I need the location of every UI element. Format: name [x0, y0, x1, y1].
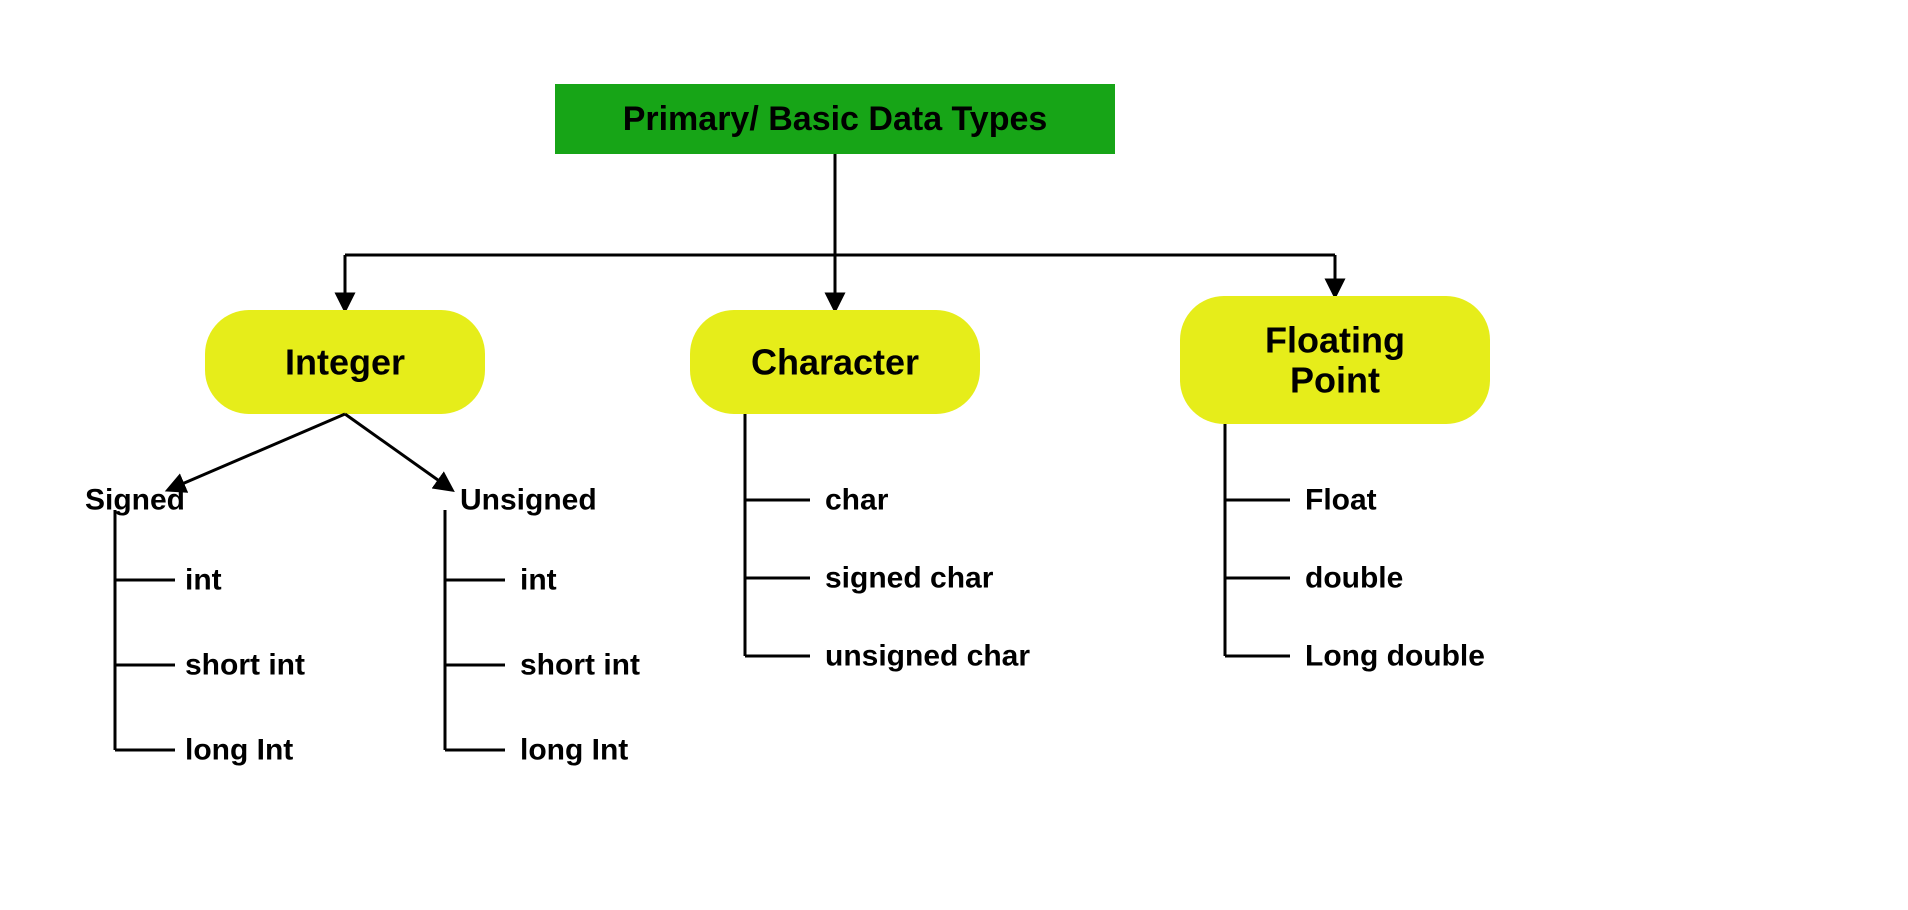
list-item-floating-0: Float	[1305, 484, 1377, 517]
list-item-character-1: signed char	[825, 562, 994, 595]
category-label-integer: Integer	[285, 342, 405, 383]
subtree-item-integer-0-0: int	[185, 564, 222, 597]
edge-split-left-integer	[168, 414, 345, 490]
category-label-character: Character	[751, 342, 919, 383]
edge-split-right-integer	[345, 414, 452, 490]
subtree-item-integer-1-1: short int	[520, 649, 640, 682]
root-label: Primary/ Basic Data Types	[623, 100, 1048, 138]
category-label-floating-line0: Floating	[1265, 320, 1405, 361]
subtree-item-integer-0-1: short int	[185, 649, 305, 682]
subtree-item-integer-1-2: long Int	[520, 734, 628, 767]
subtree-item-integer-1-0: int	[520, 564, 557, 597]
category-label-floating-line1: Point	[1290, 359, 1380, 400]
subtree-item-integer-0-2: long Int	[185, 734, 293, 767]
sub-label-signed: Signed	[85, 484, 185, 517]
list-item-character-0: char	[825, 484, 889, 517]
list-item-floating-1: double	[1305, 562, 1403, 595]
sub-label-unsigned: Unsigned	[460, 484, 597, 517]
list-item-floating-2: Long double	[1305, 640, 1485, 673]
list-item-character-2: unsigned char	[825, 640, 1030, 673]
